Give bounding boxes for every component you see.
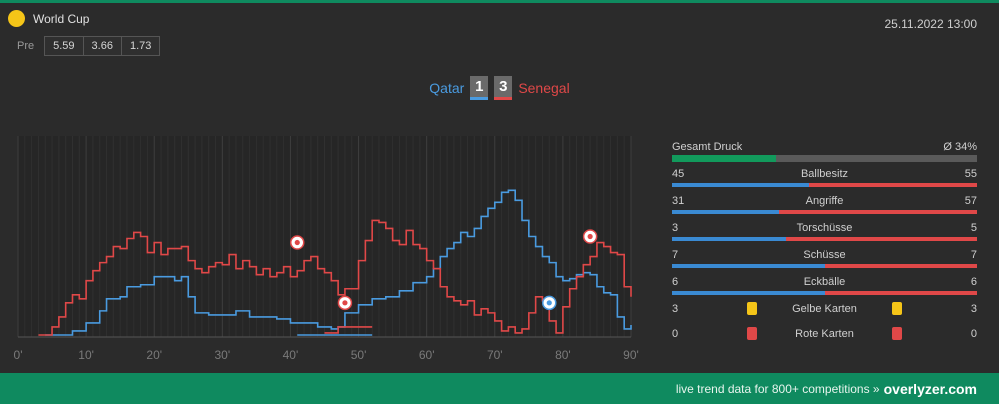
card-row: 3 Gelbe Karten 3 [672, 300, 977, 325]
stat-label: Schüsse [803, 249, 846, 261]
goal-marker-center [546, 300, 552, 306]
pressure-bar [672, 155, 977, 162]
stat-away-value: 5 [970, 222, 977, 234]
card-away-value: 3 [970, 303, 977, 315]
stat-away-value: 6 [970, 276, 977, 288]
card-away-icon [892, 302, 902, 315]
x-tick-label: 40' [283, 348, 299, 362]
stat-away-value: 57 [964, 195, 977, 207]
card-home-value: 0 [672, 328, 679, 340]
goal-marker-center [294, 239, 300, 246]
stat-bar [672, 183, 977, 187]
stat-away-value: 7 [970, 249, 977, 261]
stat-label: Eckbälle [803, 276, 846, 288]
competition-icon [8, 10, 25, 27]
stat-bar-home-fill [672, 264, 825, 268]
odd-away[interactable]: 1.73 [121, 37, 160, 55]
stat-bar-home-fill [672, 237, 787, 241]
brand-logo-text[interactable]: overlyzer.com [883, 380, 977, 397]
series-line-senegal [38, 219, 632, 336]
x-tick-label: 30' [215, 348, 231, 362]
competition-name: World Cup [33, 11, 90, 26]
stat-row: 31 Angriffe 57 [672, 192, 977, 219]
x-tick-label: 70' [487, 348, 503, 362]
top-accent-bar [0, 0, 999, 3]
card-away-icon [892, 327, 902, 340]
pressure-label: Gesamt Druck [672, 141, 743, 153]
stat-away-value: 55 [964, 168, 977, 180]
stat-bar [672, 264, 977, 268]
odd-draw[interactable]: 3.66 [83, 37, 122, 55]
x-tick-label: 60' [419, 348, 435, 362]
home-team-name[interactable]: Qatar [429, 80, 465, 96]
footer-banner[interactable]: live trend data for 800+ competitions » … [0, 373, 999, 404]
stat-row: 6 Eckbälle 6 [672, 273, 977, 300]
x-tick-label: 10' [78, 348, 94, 362]
x-tick-label: 90' [623, 348, 639, 362]
stat-bar-home-fill [672, 291, 825, 295]
stat-row: 7 Schüsse 7 [672, 246, 977, 273]
match-date: 25.11.2022 13:00 [884, 17, 977, 31]
stat-bar [672, 210, 977, 214]
x-tick-label: 50' [351, 348, 367, 362]
stat-home-value: 31 [672, 195, 685, 207]
card-home-icon [747, 302, 757, 315]
x-tick-label: 0' [14, 348, 23, 362]
series-line-senegal [324, 326, 373, 334]
odds-box: 5.59 3.66 1.73 [44, 36, 161, 56]
stat-label: Angriffe [805, 195, 844, 207]
card-label: Rote Karten [795, 328, 854, 340]
x-tick-label: 80' [555, 348, 571, 362]
stat-bar [672, 237, 977, 241]
goal-marker-center [342, 300, 348, 306]
card-away-value: 0 [970, 328, 977, 340]
stat-label: Ballbesitz [800, 168, 849, 180]
footer-text: live trend data for 800+ competitions » [675, 381, 880, 396]
pressure-row: Gesamt Druck Ø 34% [672, 138, 977, 165]
stat-home-value: 3 [672, 222, 679, 234]
card-row: 0 Rote Karten 0 [672, 325, 977, 350]
stat-home-value: 6 [672, 276, 679, 288]
home-score: 1 [470, 76, 489, 100]
card-home-icon [747, 327, 757, 340]
competition-header: World Cup [8, 10, 89, 27]
pressure-trend-chart[interactable]: 0' 10' 20' 30' 40' 50' 60' 70' 80' 90' [0, 130, 660, 365]
stat-home-value: 45 [672, 168, 685, 180]
goal-marker-center [587, 233, 593, 240]
stat-row: 45 Ballbesitz 55 [672, 165, 977, 192]
stat-bar-home-fill [672, 210, 780, 214]
card-home-value: 3 [672, 303, 679, 315]
stat-bar [672, 291, 977, 295]
pre-label: Pre [17, 40, 35, 52]
pressure-bar-fill [672, 155, 776, 162]
away-score: 3 [494, 76, 513, 100]
stat-home-value: 7 [672, 249, 679, 261]
stat-label: Torschüsse [796, 222, 853, 234]
stat-row: 3 Torschüsse 5 [672, 219, 977, 246]
stat-bar-home-fill [672, 183, 810, 187]
series-line-qatar [45, 189, 632, 336]
away-team-name[interactable]: Senegal [518, 80, 570, 96]
pressure-value: Ø 34% [943, 141, 977, 153]
pre-odds: Pre 5.59 3.66 1.73 [17, 36, 161, 56]
stats-panel: Gesamt Druck Ø 34% 45 Ballbesitz 55 31 Angri… [672, 138, 977, 350]
odd-home[interactable]: 5.59 [45, 37, 84, 55]
scoreboard: Qatar 1 3 Senegal [0, 76, 999, 100]
card-label: Gelbe Karten [792, 303, 857, 315]
x-tick-label: 20' [146, 348, 162, 362]
